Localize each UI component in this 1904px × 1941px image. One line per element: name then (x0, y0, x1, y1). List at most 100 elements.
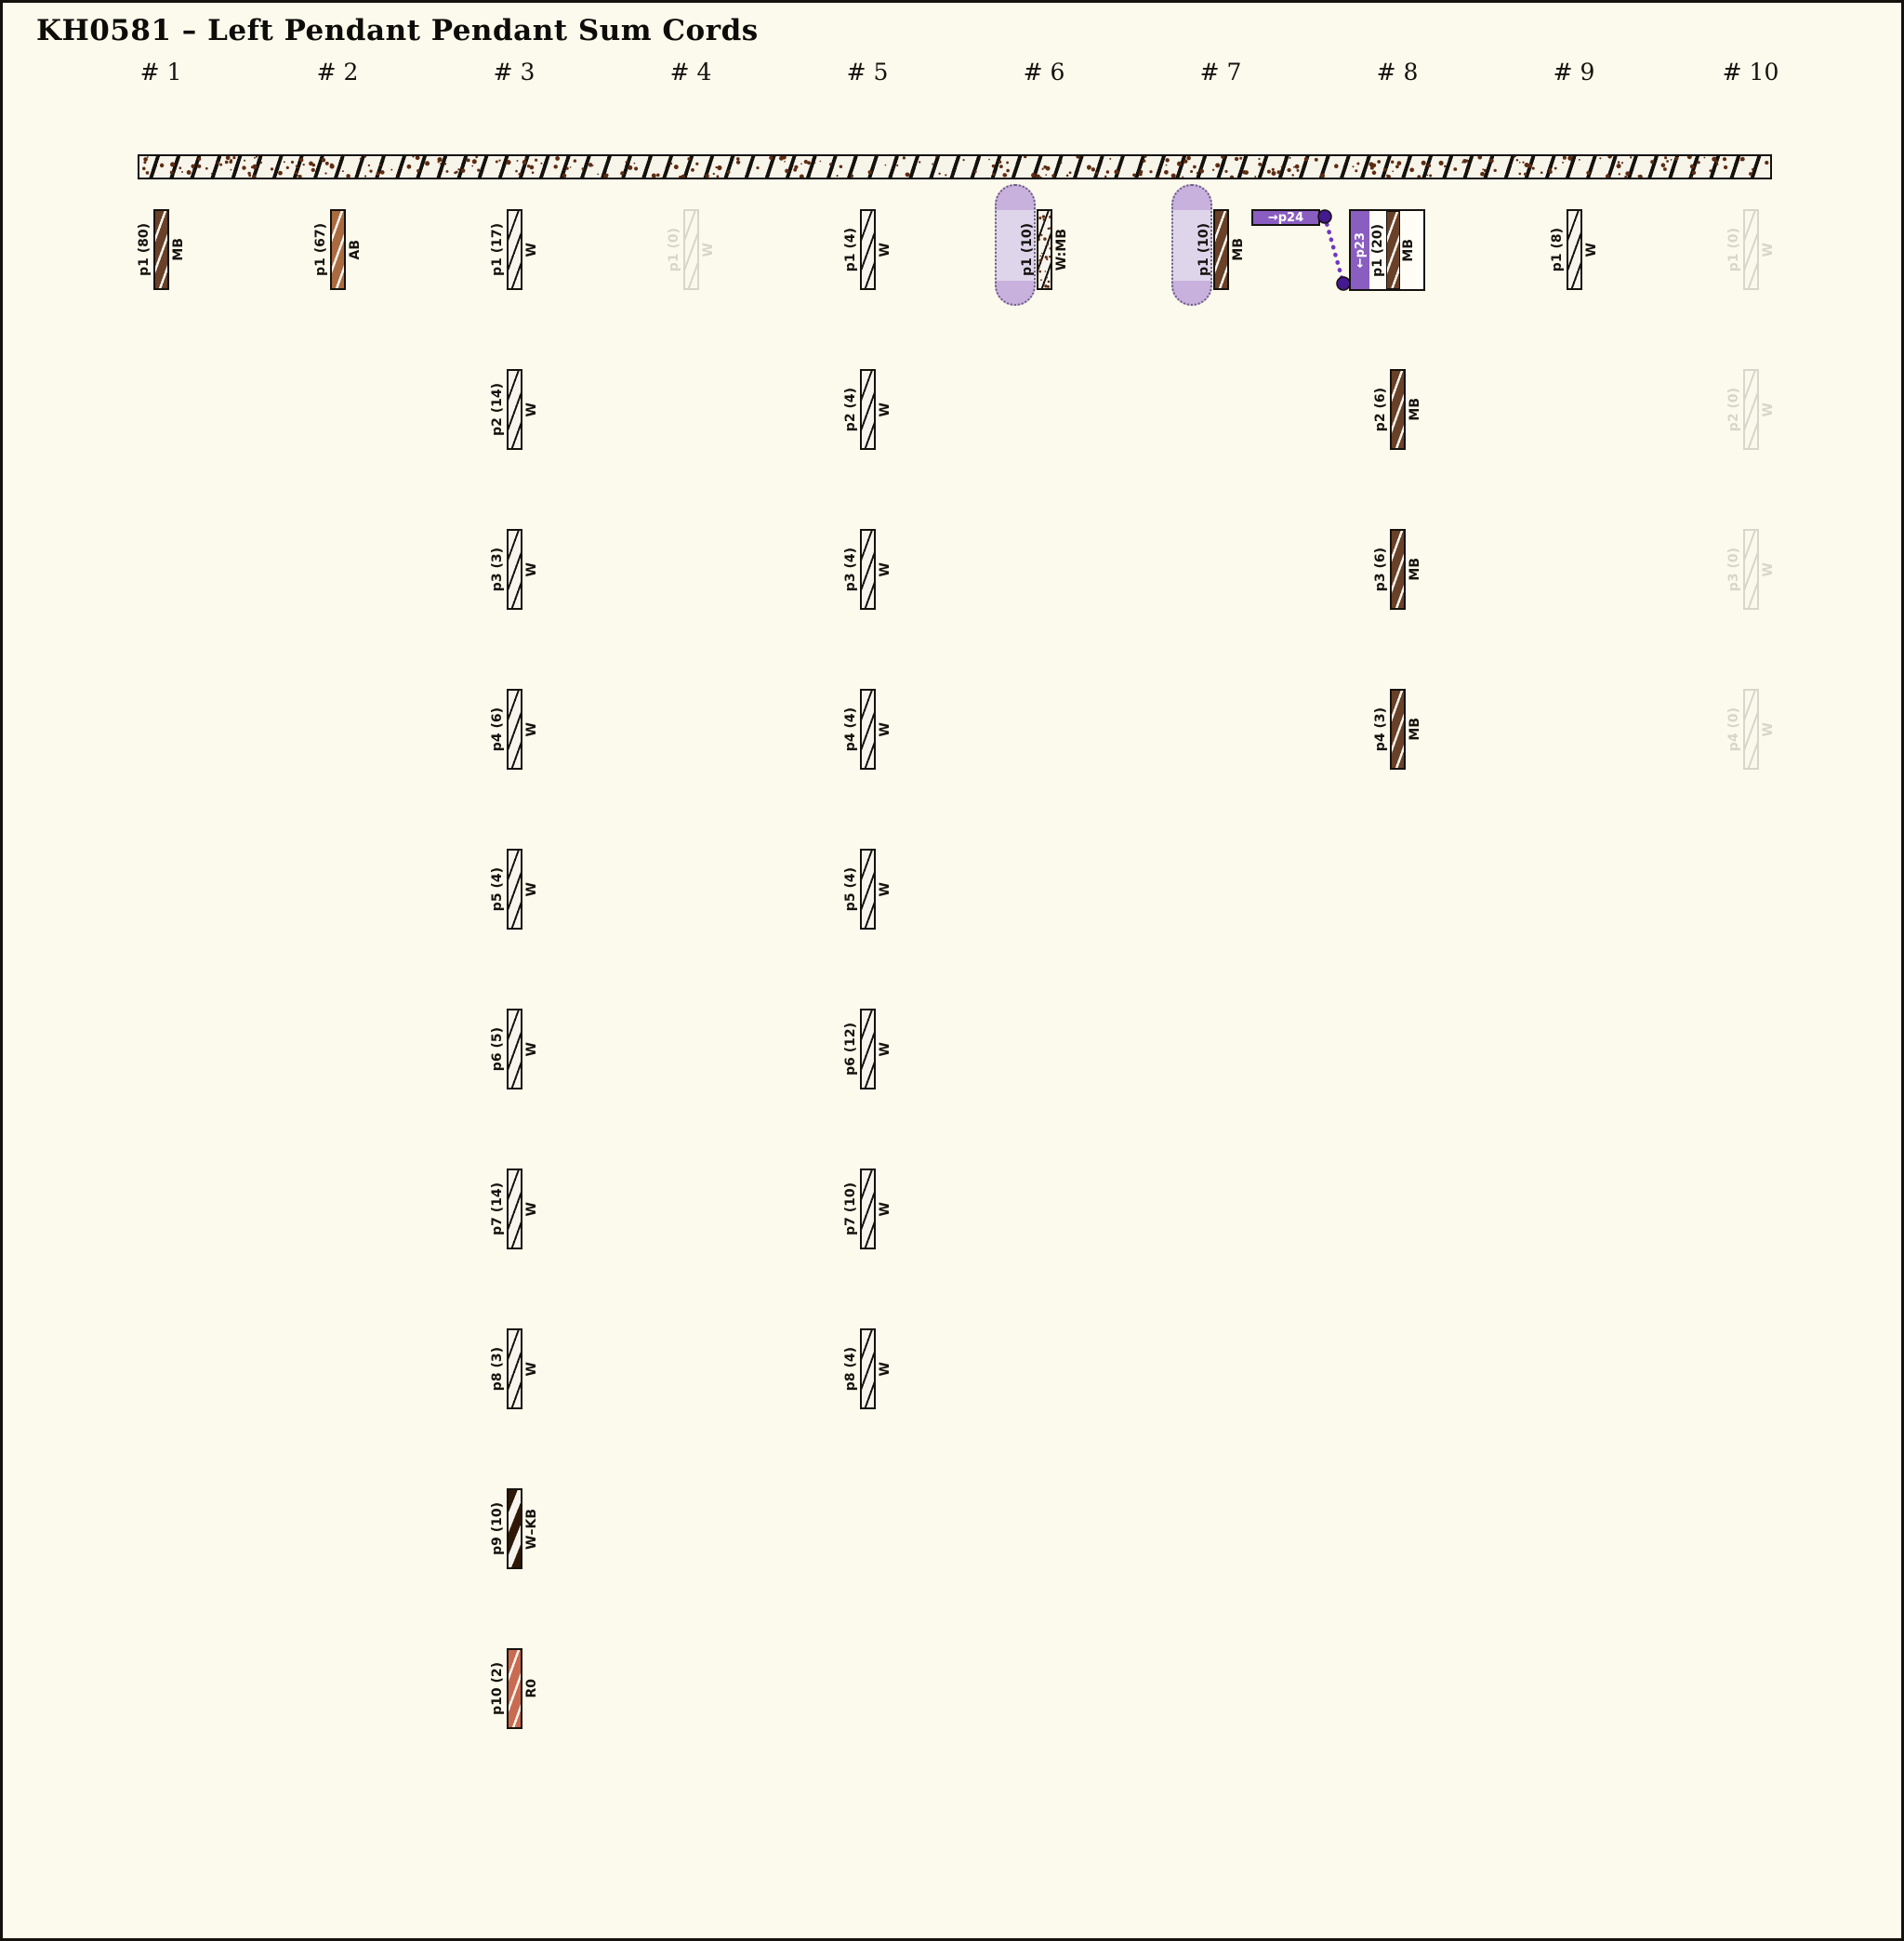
highlight-pill[interactable] (1171, 184, 1212, 306)
pendant-cord[interactable] (1742, 369, 1759, 450)
pendant-cord[interactable] (1036, 209, 1052, 290)
pendant: p3 (0) W (1709, 529, 1792, 610)
pendant: p1 (8) W (1532, 209, 1616, 290)
pendant: p9 (10) W–KB (472, 1488, 556, 1569)
pendant: p8 (4) W (826, 1328, 909, 1409)
pendant-color-code: W (523, 881, 539, 897)
pendant-color-code: MB (1230, 238, 1246, 261)
pendant: p3 (3) W (472, 529, 556, 610)
pendant-color-code: W (700, 242, 716, 257)
pendant-color-code: W (523, 242, 539, 257)
pendant-cord[interactable] (1742, 529, 1759, 610)
pendant-cord[interactable] (859, 369, 876, 450)
pendant: p2 (6) MB (1355, 369, 1439, 450)
pendant-cord[interactable] (506, 1648, 522, 1729)
pendant-cord[interactable] (1212, 209, 1229, 290)
pendant-color-code: MB (170, 238, 186, 261)
pendant-color-code: MB (1401, 238, 1416, 262)
pendant: p1 (4) W (826, 209, 909, 290)
pendant-cord[interactable] (1742, 689, 1759, 770)
pendant-color-code: W (877, 1361, 892, 1377)
pendant-color-code: W (1760, 402, 1776, 417)
pendant-cord[interactable] (506, 369, 522, 450)
pendant: p4 (6) W (472, 689, 556, 770)
pendant-cord[interactable] (506, 1488, 522, 1569)
column-header: # 1 (139, 59, 182, 86)
pendant-color-code: W (523, 1041, 539, 1057)
pendant-label: p4 (6) (489, 706, 505, 752)
pendant-cord[interactable] (859, 849, 876, 930)
pendant-cord[interactable] (506, 689, 522, 770)
pendant-color-code: W (877, 721, 892, 737)
pendant-color-code: W (1760, 561, 1776, 577)
column-header: # 6 (1023, 59, 1065, 86)
pendant-label: p8 (3) (489, 1346, 505, 1392)
pendant-label: p1 (0) (1726, 227, 1741, 272)
pendant: p3 (6) MB (1355, 529, 1439, 610)
pendant: p1 (67) AB (296, 209, 379, 290)
pendant: p3 (4) W (826, 529, 909, 610)
pendant-cord[interactable] (506, 1328, 522, 1409)
pendant-color-code: W (877, 561, 892, 577)
pendant-cord[interactable] (329, 209, 346, 290)
pendant: p1 (17) W (472, 209, 556, 290)
pendant-cord[interactable] (859, 689, 876, 770)
pendant: p2 (14) W (472, 369, 556, 450)
pendant-label: p7 (14) (489, 1182, 505, 1235)
highlight-pill[interactable] (995, 184, 1036, 306)
pendant-label: p2 (0) (1726, 387, 1741, 432)
pendant-cord[interactable] (1386, 211, 1400, 289)
pendant-color-code: W:MB (1053, 228, 1069, 271)
pendant-color-code: W–KB (523, 1508, 539, 1550)
p24-link[interactable]: →p24 (1251, 209, 1320, 226)
pendant-label: p2 (14) (489, 383, 505, 436)
pendant-cord[interactable] (859, 1009, 876, 1089)
pendant: p6 (12) W (826, 1009, 909, 1089)
column-header: # 10 (1722, 59, 1779, 86)
pendant-label: p4 (4) (842, 706, 858, 752)
column-header: # 7 (1199, 59, 1242, 86)
pendant-label: p5 (4) (489, 866, 505, 912)
pendant-cord[interactable] (1566, 209, 1582, 290)
pendant-cord[interactable] (1389, 689, 1406, 770)
pendant-label: p1 (20) (1370, 223, 1385, 277)
pendant-color-code: W (877, 881, 892, 897)
pendant-label: p2 (6) (1372, 387, 1388, 432)
pendant-cord[interactable] (152, 209, 169, 290)
column-header: # 8 (1376, 59, 1419, 86)
pendant-color-code: W (1760, 721, 1776, 737)
cord-speckles (1038, 215, 1051, 288)
pendant-label: p1 (0) (666, 227, 681, 272)
pendant: p6 (5) W (472, 1009, 556, 1089)
pendant-cord[interactable] (859, 529, 876, 610)
pendant-cord[interactable] (1389, 369, 1406, 450)
pendant-color-code: W (1583, 242, 1599, 257)
pendant-cord[interactable] (506, 209, 522, 290)
pendant-color-code: W (523, 1361, 539, 1377)
pendant-cord[interactable] (1389, 529, 1406, 610)
pendant-cord[interactable] (506, 1009, 522, 1089)
pendant: p8 (3) W (472, 1328, 556, 1409)
pendant-cord[interactable] (859, 1169, 876, 1249)
pendant-sum-box: ←p23 p1 (20) MB (1349, 209, 1425, 291)
pendant-cord[interactable] (682, 209, 699, 290)
pendant-cord[interactable] (859, 209, 876, 290)
connector-svg (1317, 209, 1351, 291)
pendant: p1 (0) W (649, 209, 733, 290)
pendant-cord[interactable] (859, 1328, 876, 1409)
pendant-cord[interactable] (506, 849, 522, 930)
pendant-label: p1 (4) (842, 227, 858, 272)
pendant: p1 (0) W (1709, 209, 1792, 290)
p23-link[interactable]: ←p23 (1351, 211, 1369, 289)
column-header: # 2 (316, 59, 359, 86)
pendant-cord[interactable] (506, 529, 522, 610)
pendant-label: p1 (17) (489, 223, 505, 276)
pendant-label: p3 (3) (489, 547, 505, 592)
pendant-cord[interactable] (506, 1169, 522, 1249)
pendant-cord[interactable] (1742, 209, 1759, 290)
pendant-label: p4 (0) (1726, 706, 1741, 752)
primary-cord (138, 154, 1772, 179)
pendant: p7 (14) W (472, 1169, 556, 1249)
pendant: p10 (2) R0 (472, 1648, 556, 1729)
